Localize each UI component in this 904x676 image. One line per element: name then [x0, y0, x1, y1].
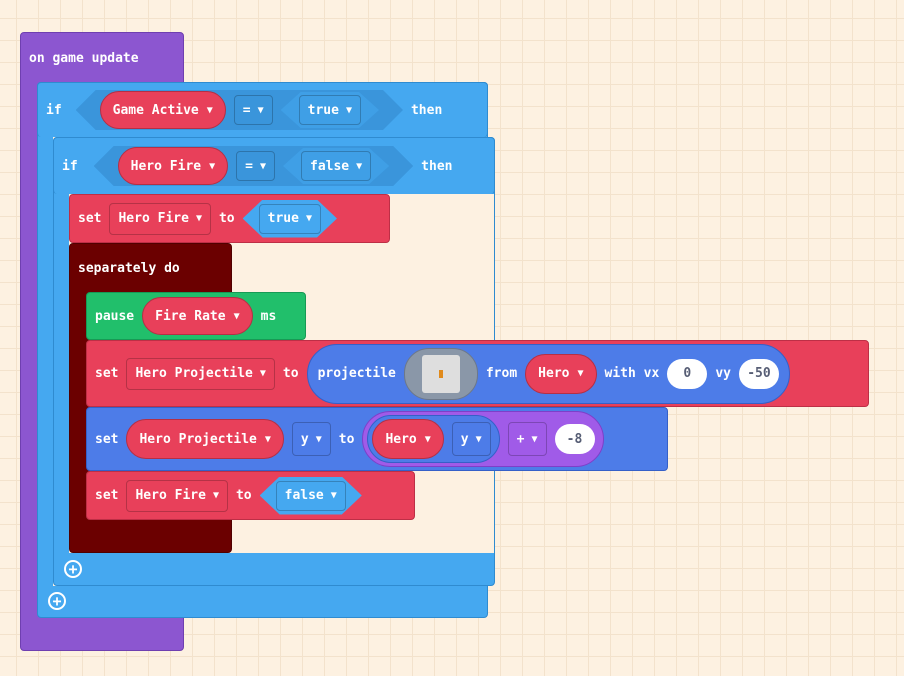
- compare-condition[interactable]: Hero Fire ▼ = ▼ false ▼: [94, 146, 414, 186]
- bool-label: false: [284, 488, 324, 503]
- set-projectile-y-block[interactable]: set Hero Projectile ▼ y ▼ to Hero ▼ y ▼ + ▼ -…: [86, 407, 668, 471]
- dropdown-arrow-icon: ▼: [424, 433, 431, 445]
- dropdown-arrow-icon: ▼: [233, 310, 240, 322]
- set-keyword: set: [95, 366, 119, 381]
- to-keyword: to: [338, 431, 355, 447]
- dropdown-arrow-icon: ▼: [475, 433, 482, 445]
- var-label: Fire Rate: [155, 308, 226, 324]
- dropdown-arrow-icon: ▼: [305, 213, 312, 224]
- pause-block[interactable]: pause Fire Rate ▼ ms: [86, 292, 306, 340]
- property-dropdown[interactable]: y ▼: [291, 422, 331, 456]
- operand-input[interactable]: -8: [554, 424, 595, 454]
- boolean-false[interactable]: false ▼: [260, 477, 362, 515]
- if-inner-header: if Hero Fire ▼ = ▼ false ▼ then: [53, 137, 495, 194]
- math-operator-dropdown[interactable]: + ▼: [507, 422, 547, 456]
- vy-label: vy: [715, 366, 731, 381]
- add-else-icon[interactable]: +: [64, 560, 82, 578]
- pause-keyword: pause: [95, 308, 135, 324]
- then-keyword: then: [421, 158, 453, 174]
- boolean-false[interactable]: false ▼: [283, 148, 389, 184]
- variable-hero[interactable]: Hero ▼: [372, 419, 444, 459]
- dropdown-arrow-icon: ▼: [259, 368, 266, 379]
- to-keyword: to: [218, 211, 235, 226]
- variable-fire-rate[interactable]: Fire Rate ▼: [142, 297, 253, 335]
- prop-label: y: [300, 431, 309, 447]
- if-outer-header: if Game Active ▼ = ▼ true ▼ then: [37, 82, 488, 137]
- var-label: Hero: [538, 366, 570, 381]
- variable-dropdown[interactable]: Hero Fire ▼: [126, 479, 228, 512]
- op-label: +: [516, 431, 525, 447]
- var-label: Hero Projectile: [139, 431, 257, 447]
- dropdown-arrow-icon: ▼: [209, 160, 216, 172]
- math-operation[interactable]: Hero ▼ y ▼ + ▼ -8: [362, 411, 604, 467]
- dropdown-arrow-icon: ▼: [577, 368, 584, 379]
- boolean-true[interactable]: true ▼: [243, 200, 337, 238]
- bool-label: true: [307, 102, 339, 118]
- set-keyword: set: [95, 488, 119, 503]
- then-keyword: then: [410, 102, 443, 118]
- separately-label: separately do: [78, 261, 180, 276]
- variable-hero[interactable]: Hero ▼: [525, 353, 597, 394]
- set-hero-fire-false-block[interactable]: set Hero Fire ▼ to false ▼: [86, 471, 415, 520]
- dropdown-arrow-icon: ▼: [195, 213, 202, 224]
- vx-input[interactable]: 0: [667, 358, 708, 389]
- var-label: Hero Projectile: [135, 366, 253, 381]
- ms-label: ms: [260, 308, 277, 324]
- set-keyword: set: [78, 211, 102, 226]
- to-keyword: to: [235, 488, 252, 503]
- var-label: Hero Fire: [118, 211, 189, 226]
- if-keyword: if: [46, 102, 62, 118]
- image-picker[interactable]: [403, 347, 478, 400]
- bool-label: false: [310, 158, 350, 174]
- dropdown-arrow-icon: ▼: [356, 160, 363, 172]
- property-dropdown[interactable]: y ▼: [451, 422, 491, 456]
- op-label: =: [245, 158, 253, 174]
- dropdown-arrow-icon: ▼: [212, 490, 219, 501]
- op-label: =: [242, 102, 251, 118]
- projectile-image-icon: [421, 354, 460, 393]
- dropdown-arrow-icon: ▼: [259, 160, 266, 172]
- variable-dropdown[interactable]: Hero Projectile ▼: [126, 357, 275, 390]
- dropdown-arrow-icon: ▼: [345, 104, 352, 116]
- set-keyword: set: [95, 431, 119, 447]
- dropdown-arrow-icon: ▼: [330, 490, 337, 501]
- dropdown-arrow-icon: ▼: [257, 104, 264, 116]
- dropdown-arrow-icon: ▼: [531, 433, 538, 445]
- var-label: Hero Fire: [130, 158, 202, 174]
- event-label: on game update: [29, 50, 139, 66]
- dropdown-arrow-icon: ▼: [206, 104, 213, 116]
- vy-input[interactable]: -50: [738, 358, 779, 389]
- from-keyword: from: [485, 366, 518, 381]
- operator-dropdown[interactable]: = ▼: [234, 95, 273, 125]
- compare-condition[interactable]: Game Active ▼ = ▼ true ▼: [76, 90, 403, 130]
- var-label: Hero: [385, 431, 417, 447]
- dropdown-arrow-icon: ▼: [264, 433, 271, 445]
- add-else-icon[interactable]: +: [48, 592, 66, 610]
- variable-game-active[interactable]: Game Active ▼: [100, 91, 226, 129]
- variable-hero-fire[interactable]: Hero Fire ▼: [118, 147, 228, 185]
- set-hero-projectile-block[interactable]: set Hero Projectile ▼ to projectile from …: [86, 340, 869, 407]
- sprite-property-reporter[interactable]: Hero ▼ y ▼: [367, 415, 500, 463]
- var-label: Hero Fire: [135, 488, 206, 503]
- prop-label: y: [460, 431, 469, 447]
- var-label: Game Active: [112, 102, 199, 118]
- projectile-keyword: projectile: [317, 366, 396, 381]
- dropdown-arrow-icon: ▼: [315, 433, 322, 445]
- operator-dropdown[interactable]: = ▼: [236, 151, 275, 181]
- boolean-true[interactable]: true ▼: [281, 92, 379, 128]
- variable-hero-projectile[interactable]: Hero Projectile ▼: [126, 419, 284, 459]
- if-keyword: if: [62, 158, 78, 174]
- to-keyword: to: [282, 366, 299, 381]
- projectile-from-sprite[interactable]: projectile from Hero ▼ with vx 0 vy -50: [306, 343, 790, 404]
- with-vx-label: with vx: [604, 366, 660, 381]
- variable-dropdown[interactable]: Hero Fire ▼: [109, 202, 211, 235]
- bool-label: true: [267, 211, 299, 226]
- set-hero-fire-true-block[interactable]: set Hero Fire ▼ to true ▼: [69, 194, 390, 243]
